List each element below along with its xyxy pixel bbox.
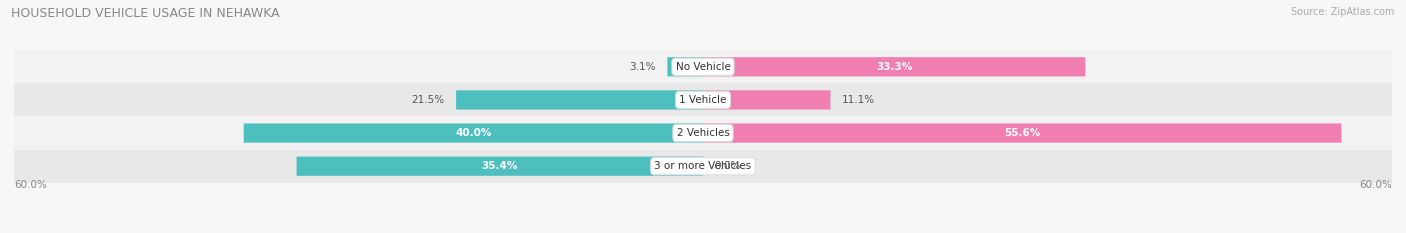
- Text: 21.5%: 21.5%: [412, 95, 444, 105]
- Text: 60.0%: 60.0%: [14, 180, 46, 190]
- Text: 11.1%: 11.1%: [842, 95, 875, 105]
- Text: 60.0%: 60.0%: [1360, 180, 1392, 190]
- Bar: [668, 57, 703, 76]
- Text: No Vehicle: No Vehicle: [675, 62, 731, 72]
- Bar: [243, 123, 703, 143]
- Bar: [456, 90, 703, 110]
- Bar: [14, 150, 1392, 183]
- Text: 40.0%: 40.0%: [456, 128, 492, 138]
- Text: 3 or more Vehicles: 3 or more Vehicles: [654, 161, 752, 171]
- Bar: [297, 157, 703, 176]
- Text: 55.6%: 55.6%: [1004, 128, 1040, 138]
- Text: 2 Vehicles: 2 Vehicles: [676, 128, 730, 138]
- Bar: [703, 57, 1085, 76]
- Bar: [14, 83, 1392, 116]
- Text: 1 Vehicle: 1 Vehicle: [679, 95, 727, 105]
- Text: HOUSEHOLD VEHICLE USAGE IN NEHAWKA: HOUSEHOLD VEHICLE USAGE IN NEHAWKA: [11, 7, 280, 20]
- Bar: [14, 116, 1392, 150]
- Text: 35.4%: 35.4%: [482, 161, 517, 171]
- Bar: [703, 123, 1341, 143]
- Text: 33.3%: 33.3%: [876, 62, 912, 72]
- Text: 3.1%: 3.1%: [630, 62, 657, 72]
- Text: 0.0%: 0.0%: [714, 161, 741, 171]
- Text: Source: ZipAtlas.com: Source: ZipAtlas.com: [1291, 7, 1395, 17]
- Bar: [14, 50, 1392, 83]
- Bar: [703, 90, 831, 110]
